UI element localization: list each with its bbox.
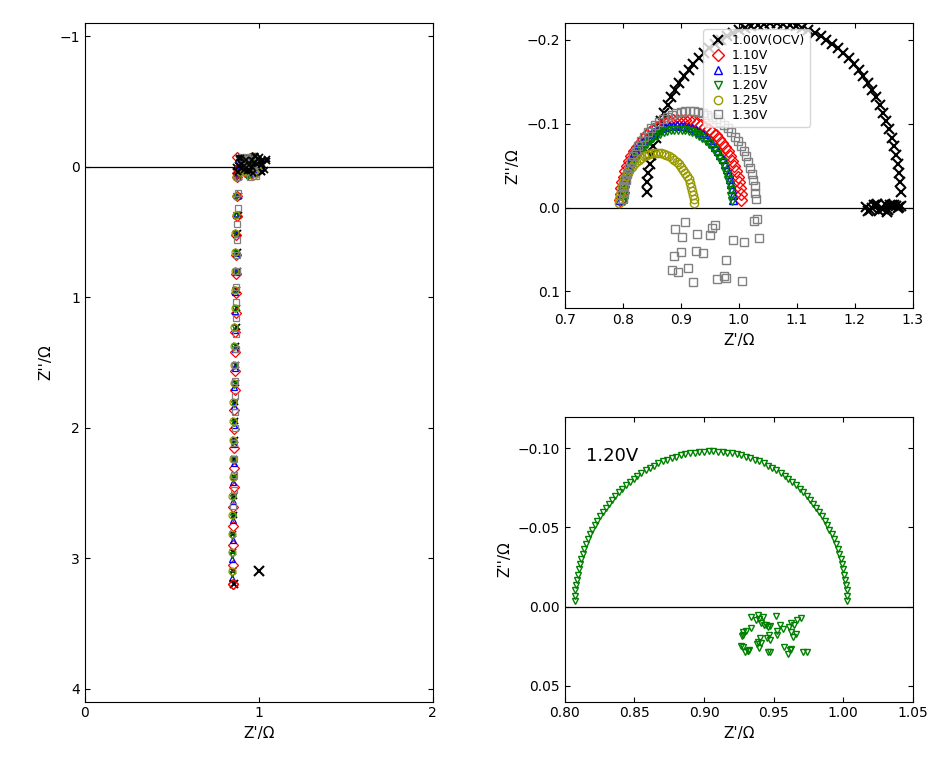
- Y-axis label: Z''/Ω: Z''/Ω: [506, 148, 520, 183]
- Text: 1.20V: 1.20V: [585, 447, 638, 465]
- Y-axis label: Z''/Ω: Z''/Ω: [497, 541, 512, 577]
- X-axis label: Z'/Ω: Z'/Ω: [723, 726, 755, 741]
- Y-axis label: Z''/Ω: Z''/Ω: [39, 345, 54, 380]
- X-axis label: Z'/Ω: Z'/Ω: [243, 726, 275, 741]
- X-axis label: Z'/Ω: Z'/Ω: [723, 332, 755, 348]
- Legend: 1.00V(OCV), 1.10V, 1.15V, 1.20V, 1.25V, 1.30V: 1.00V(OCV), 1.10V, 1.15V, 1.20V, 1.25V, …: [703, 29, 810, 126]
